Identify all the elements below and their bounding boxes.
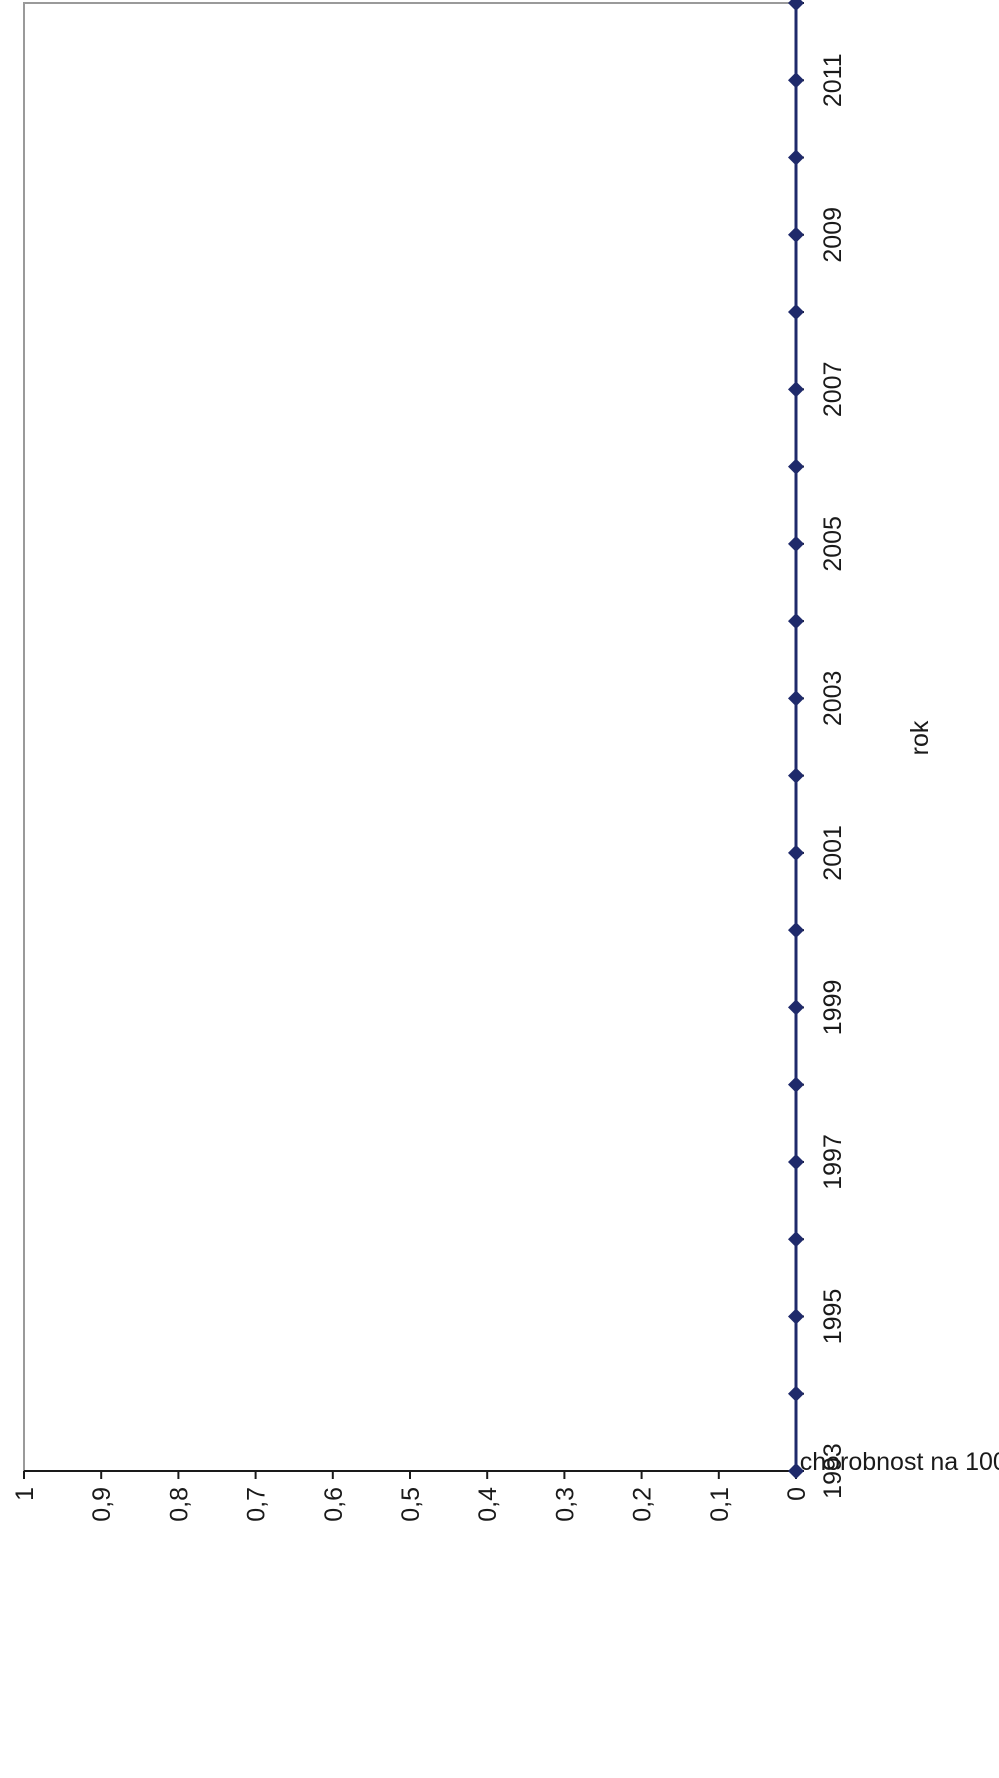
data-point	[788, 1231, 804, 1248]
data-point	[788, 1385, 804, 1402]
data-point	[788, 458, 804, 475]
year-tick-label: 2001	[819, 825, 847, 881]
data-point	[788, 922, 804, 939]
value-tick-label: 0,4	[474, 1487, 502, 1522]
value-tick-label: 0,1	[706, 1487, 734, 1522]
value-tick-label: 0,9	[88, 1487, 116, 1522]
year-tick-label: 1997	[819, 1134, 847, 1190]
data-point	[788, 72, 804, 89]
data-point	[788, 844, 804, 861]
plot-frame	[23, 2, 797, 1472]
value-tick-label: 0,6	[320, 1487, 348, 1522]
y-axis-title: chorobnost na 100 000 obyv.	[800, 1448, 999, 1476]
value-tick-label: 0,3	[551, 1487, 579, 1522]
value-tick-label: 0,5	[397, 1487, 425, 1522]
x-axis: 1993 1995 1997 1999 2001 2003 2005 2007 2009 2011	[795, 2, 847, 1499]
value-tick-label: 0,7	[243, 1487, 271, 1522]
year-tick-label: 2003	[819, 671, 847, 727]
data-point	[788, 690, 804, 707]
data-point	[788, 381, 804, 398]
axis-titles: rok chorobnost na 100 000 obyv.	[800, 720, 999, 1476]
data-point	[788, 999, 804, 1016]
year-tick-label: 2007	[819, 362, 847, 418]
data-point	[788, 304, 804, 321]
value-tick-label: 0	[783, 1487, 811, 1501]
data-point	[788, 149, 804, 166]
x-axis-title: rok	[906, 720, 934, 755]
data-point	[788, 1153, 804, 1170]
year-tick-label: 2009	[819, 207, 847, 263]
value-tick-label: 0,2	[629, 1487, 657, 1522]
data-point	[788, 226, 804, 243]
data-point	[788, 1076, 804, 1093]
data-point	[788, 535, 804, 552]
value-tick-label: 0,8	[165, 1487, 193, 1522]
year-tick-label: 2005	[819, 516, 847, 572]
data-point	[788, 613, 804, 630]
data-point	[788, 1308, 804, 1325]
data-point	[788, 1463, 804, 1479]
data-point	[788, 0, 804, 11]
data-point	[788, 767, 804, 784]
year-tick-label: 2011	[819, 53, 847, 107]
year-tick-label: 1999	[819, 980, 847, 1036]
series-layer	[788, 0, 804, 1479]
year-tick-label: 1993	[819, 1443, 847, 1499]
y-axis: 0 0,1 0,2 0,3 0,4 0,5 0,6 0,7 0,8 0,9 1	[11, 1470, 811, 1522]
year-tick-label: 1995	[819, 1289, 847, 1345]
value-tick-label: 1	[11, 1487, 39, 1501]
